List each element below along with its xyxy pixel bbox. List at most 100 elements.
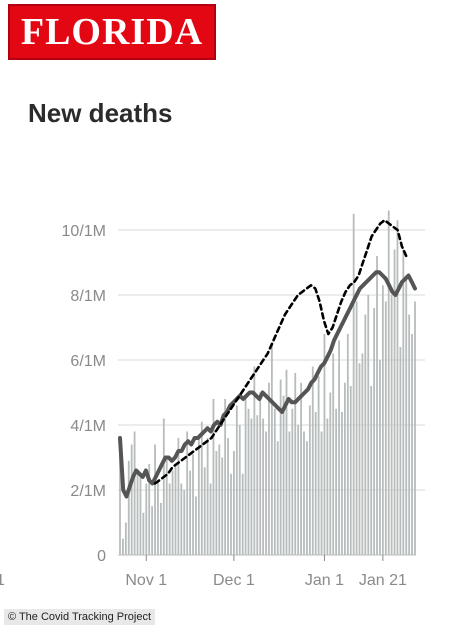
bar-98 [405, 275, 408, 555]
bar-41 [238, 425, 241, 555]
bar-38 [230, 473, 232, 555]
bar-89 [379, 360, 381, 555]
bar-5 [133, 431, 136, 555]
bar-7 [139, 477, 142, 555]
bar-54 [276, 441, 279, 555]
bar-61 [297, 425, 300, 555]
bar-59 [291, 408, 294, 555]
bar-22 [183, 490, 186, 555]
series-line-solid [118, 270, 417, 499]
bar-29 [203, 467, 206, 555]
bar-62 [300, 382, 302, 555]
bar-101 [414, 301, 416, 555]
bar-12 [154, 444, 156, 555]
chart-title: New deaths [28, 98, 173, 128]
bar-57 [285, 369, 288, 555]
bar-37 [227, 438, 229, 555]
bar-1 [122, 538, 124, 555]
y-tick-label-5: 10/1M [62, 223, 106, 240]
bar-43 [244, 399, 247, 555]
bar-86 [370, 386, 373, 555]
bar-93 [390, 295, 393, 555]
bar-82 [358, 363, 361, 555]
y-tick-label-3: 6/1M [70, 353, 106, 370]
bar-3 [127, 460, 130, 555]
bar-28 [200, 421, 203, 555]
bar-49 [262, 418, 265, 555]
bar-65 [308, 405, 311, 555]
bar-85 [367, 295, 370, 555]
banner-text: FLORIDA [20, 11, 204, 53]
bar-58 [288, 431, 291, 555]
series-line-dashed [153, 219, 408, 485]
bar-34 [218, 444, 221, 555]
bar-18 [171, 470, 174, 555]
bar-64 [306, 441, 308, 555]
bar-25 [192, 454, 194, 555]
bar-84 [364, 314, 367, 555]
bar-40 [235, 405, 238, 555]
bar-92 [387, 210, 390, 555]
y-tick-label-4: 8/1M [70, 288, 106, 305]
bar-53 [273, 408, 276, 555]
bar-66 [311, 366, 314, 555]
bar-32 [212, 399, 215, 555]
bar-68 [317, 376, 320, 555]
bar-81 [355, 301, 358, 555]
x-tick-label-1: Dec 1 [213, 572, 255, 589]
x-tick-label-cut: 1 [0, 572, 5, 589]
bar-11 [151, 506, 154, 555]
bar-94 [393, 249, 396, 555]
bar-21 [180, 483, 183, 555]
bar-76 [341, 412, 343, 555]
bar-17 [168, 483, 171, 555]
source-credit: © The Covid Tracking Project [4, 609, 156, 625]
bar-73 [332, 353, 335, 555]
bar-14 [159, 503, 162, 555]
bar-30 [206, 438, 209, 555]
bar-33 [215, 451, 218, 555]
bar-70 [323, 334, 326, 555]
bar-63 [303, 431, 305, 555]
y-tick-label-1: 2/1M [70, 483, 106, 500]
bar-78 [346, 334, 349, 555]
bar-72 [329, 392, 332, 555]
bar-77 [343, 382, 346, 555]
bar-6 [136, 470, 139, 555]
bar-97 [402, 249, 405, 555]
bar-99 [408, 314, 411, 555]
bar-23 [186, 431, 189, 555]
y-tick-label-2: 4/1M [70, 418, 106, 435]
bar-69 [320, 431, 323, 555]
bar-91 [384, 301, 387, 555]
bar-16 [165, 457, 168, 555]
bar-42 [241, 473, 244, 555]
bar-46 [253, 366, 256, 555]
bar-100 [411, 334, 413, 555]
bar-88 [376, 256, 378, 555]
bar-13 [157, 480, 159, 555]
bar-8 [142, 512, 145, 555]
bar-71 [326, 418, 329, 555]
bar-26 [195, 496, 197, 555]
bar-10 [148, 464, 151, 555]
bar-24 [189, 470, 192, 555]
bar-15 [162, 418, 165, 555]
bar-50 [265, 431, 267, 555]
florida-banner: FLORIDA [8, 4, 216, 60]
bar-95 [396, 220, 399, 555]
bar-9 [145, 483, 148, 555]
bar-90 [381, 285, 384, 555]
bar-83 [361, 353, 364, 555]
x-tick-label-3: Jan 21 [359, 572, 407, 589]
bar-55 [279, 379, 282, 555]
bar-4 [130, 444, 133, 555]
bar-96 [399, 347, 402, 555]
bar-60 [294, 373, 297, 555]
bar-27 [197, 438, 200, 555]
bar-19 [174, 464, 177, 555]
bar-20 [177, 438, 180, 555]
bar-39 [233, 451, 235, 555]
bar-35 [221, 457, 224, 555]
